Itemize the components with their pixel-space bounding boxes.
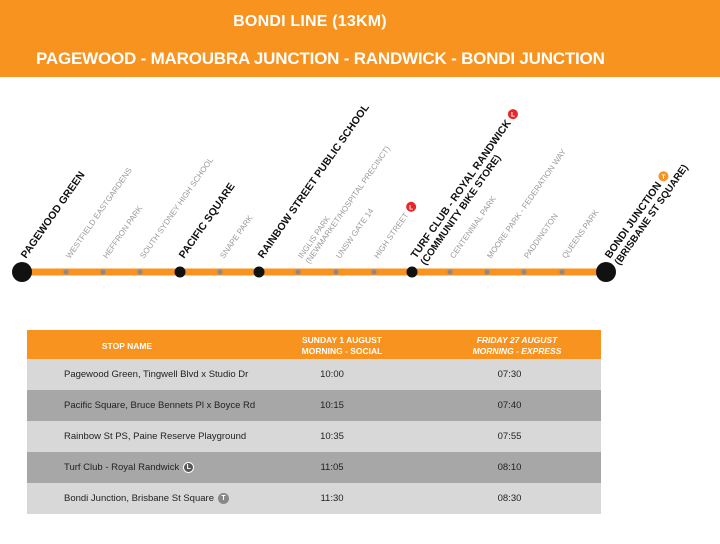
table-row: Turf Club - Royal Randwick L 11:05 08:10 bbox=[27, 452, 601, 483]
stop-marker bbox=[521, 269, 527, 275]
header-day2: FRIDAY 27 AUGUST MORNING - EXPRESS bbox=[437, 335, 597, 357]
table-header: STOP NAME SUNDAY 1 AUGUST MORNING - SOCI… bbox=[27, 330, 601, 359]
light-rail-icon: L bbox=[183, 462, 195, 473]
stop-name-cell: Bondi Junction, Brisbane St Square T bbox=[64, 493, 229, 504]
stop-label-group: HEFFRON PARK bbox=[101, 204, 144, 261]
stop-name-text: Pagewood Green, Tingwell Blvd x Studio D… bbox=[64, 369, 249, 380]
time-cell-day1: 10:15 bbox=[320, 400, 344, 411]
stop-marker bbox=[371, 269, 377, 275]
train-icon: T bbox=[217, 493, 229, 504]
time-cell-day1: 11:05 bbox=[320, 462, 344, 473]
header-day1: SUNDAY 1 AUGUST MORNING - SOCIAL bbox=[277, 335, 407, 357]
svg-text:T: T bbox=[661, 174, 665, 181]
time-cell-day2: 08:10 bbox=[497, 462, 522, 473]
stop-label-group: HIGH STREET bbox=[372, 211, 410, 260]
stop-marker bbox=[100, 269, 106, 275]
stop-label-group: BONDI JUNCTION(BRISBANE ST SQUARE) bbox=[603, 163, 691, 268]
stop-marker bbox=[596, 262, 616, 282]
route-subtitle: PAGEWOOD - MAROUBRA JUNCTION - RANDWICK … bbox=[36, 49, 605, 68]
stop-marker bbox=[253, 266, 265, 278]
stop-label: HIGH STREET bbox=[372, 211, 410, 260]
header-day1-type: MORNING - SOCIAL bbox=[301, 346, 383, 356]
time-cell-day1: 11:30 bbox=[320, 493, 344, 504]
time-cell-day1: 10:35 bbox=[320, 431, 344, 442]
stop-marker bbox=[63, 269, 69, 275]
stop-label: QUEENS PARK bbox=[560, 208, 601, 261]
header-day2-type: MORNING - EXPRESS bbox=[472, 346, 562, 356]
stop-label: SOUTH SYDNEY HIGH SCHOOL bbox=[138, 155, 215, 260]
header-banner: BONDI LINE (13KM) PAGEWOOD - MAROUBRA JU… bbox=[0, 0, 720, 77]
stop-name-cell: Pagewood Green, Tingwell Blvd x Studio D… bbox=[64, 369, 248, 380]
stop-label: SNAPE PARK bbox=[218, 213, 255, 260]
stop-label: PADDINGTON bbox=[522, 212, 560, 260]
time-cell-day1: 10:00 bbox=[320, 369, 344, 380]
stop-name-cell: Rainbow St PS, Paine Reserve Playground bbox=[64, 431, 246, 442]
header-day2-date: FRIDAY 27 AUGUST bbox=[476, 335, 558, 345]
time-cell-day2: 07:30 bbox=[497, 369, 522, 380]
stop-marker bbox=[333, 269, 339, 275]
stop-marker bbox=[295, 269, 301, 275]
stop-name-cell: Pacific Square, Bruce Bennets Pl x Boyce… bbox=[64, 400, 255, 411]
stop-name-text: Bondi Junction, Brisbane St Square bbox=[64, 493, 214, 505]
line-title: BONDI LINE (13KM) bbox=[233, 13, 387, 30]
stop-name-text: Rainbow St PS, Paine Reserve Playground bbox=[64, 431, 247, 442]
stop-name-text: Turf Club - Royal Randwick bbox=[64, 462, 180, 474]
table-row: Rainbow St PS, Paine Reserve Playground 1… bbox=[27, 421, 601, 452]
stop-name-cell: Turf Club - Royal Randwick L bbox=[64, 462, 195, 474]
time-cell-day2: 07:55 bbox=[497, 431, 522, 442]
stop-label: HEFFRON PARK bbox=[101, 204, 144, 261]
stop-marker bbox=[559, 269, 565, 275]
stop-marker bbox=[484, 269, 490, 275]
light-rail-icon: L bbox=[406, 201, 417, 212]
time-cell-day2: 07:40 bbox=[497, 400, 522, 411]
stop-marker bbox=[217, 269, 223, 275]
stop-label-group: PADDINGTON bbox=[522, 212, 560, 260]
stop-marker bbox=[174, 266, 186, 278]
stop-marker bbox=[406, 266, 418, 278]
train-icon: T bbox=[658, 171, 669, 182]
table-row: Pagewood Green, Tingwell Blvd x Studio D… bbox=[27, 359, 601, 390]
table-row: Bondi Junction, Brisbane St Square T 11:30… bbox=[27, 483, 601, 514]
timetable: STOP NAME SUNDAY 1 AUGUST MORNING - SOCI… bbox=[27, 330, 601, 514]
stop-label-group: SOUTH SYDNEY HIGH SCHOOL bbox=[138, 155, 215, 260]
header-stop-name: STOP NAME bbox=[101, 341, 153, 351]
stop-marker bbox=[447, 269, 453, 275]
stop-label-group: SNAPE PARK bbox=[218, 213, 255, 260]
table-row: Pacific Square, Bruce Bennets Pl x Boyce… bbox=[27, 390, 601, 421]
stop-label-group: QUEENS PARK bbox=[560, 208, 601, 261]
stop-name-text: Pacific Square, Bruce Bennets Pl x Boyce… bbox=[64, 400, 256, 411]
stop-marker bbox=[12, 262, 32, 282]
table-body: Pagewood Green, Tingwell Blvd x Studio D… bbox=[27, 359, 601, 514]
svg-text:L: L bbox=[409, 204, 413, 211]
header-day1-date: SUNDAY 1 AUGUST bbox=[302, 335, 382, 345]
svg-text:L: L bbox=[511, 112, 515, 119]
time-cell-day2: 08:30 bbox=[497, 493, 522, 504]
stop-marker bbox=[137, 269, 143, 275]
light-rail-icon: L bbox=[507, 109, 518, 120]
stop-label-secondary: (BRISBANE ST SQUARE) bbox=[613, 163, 691, 268]
